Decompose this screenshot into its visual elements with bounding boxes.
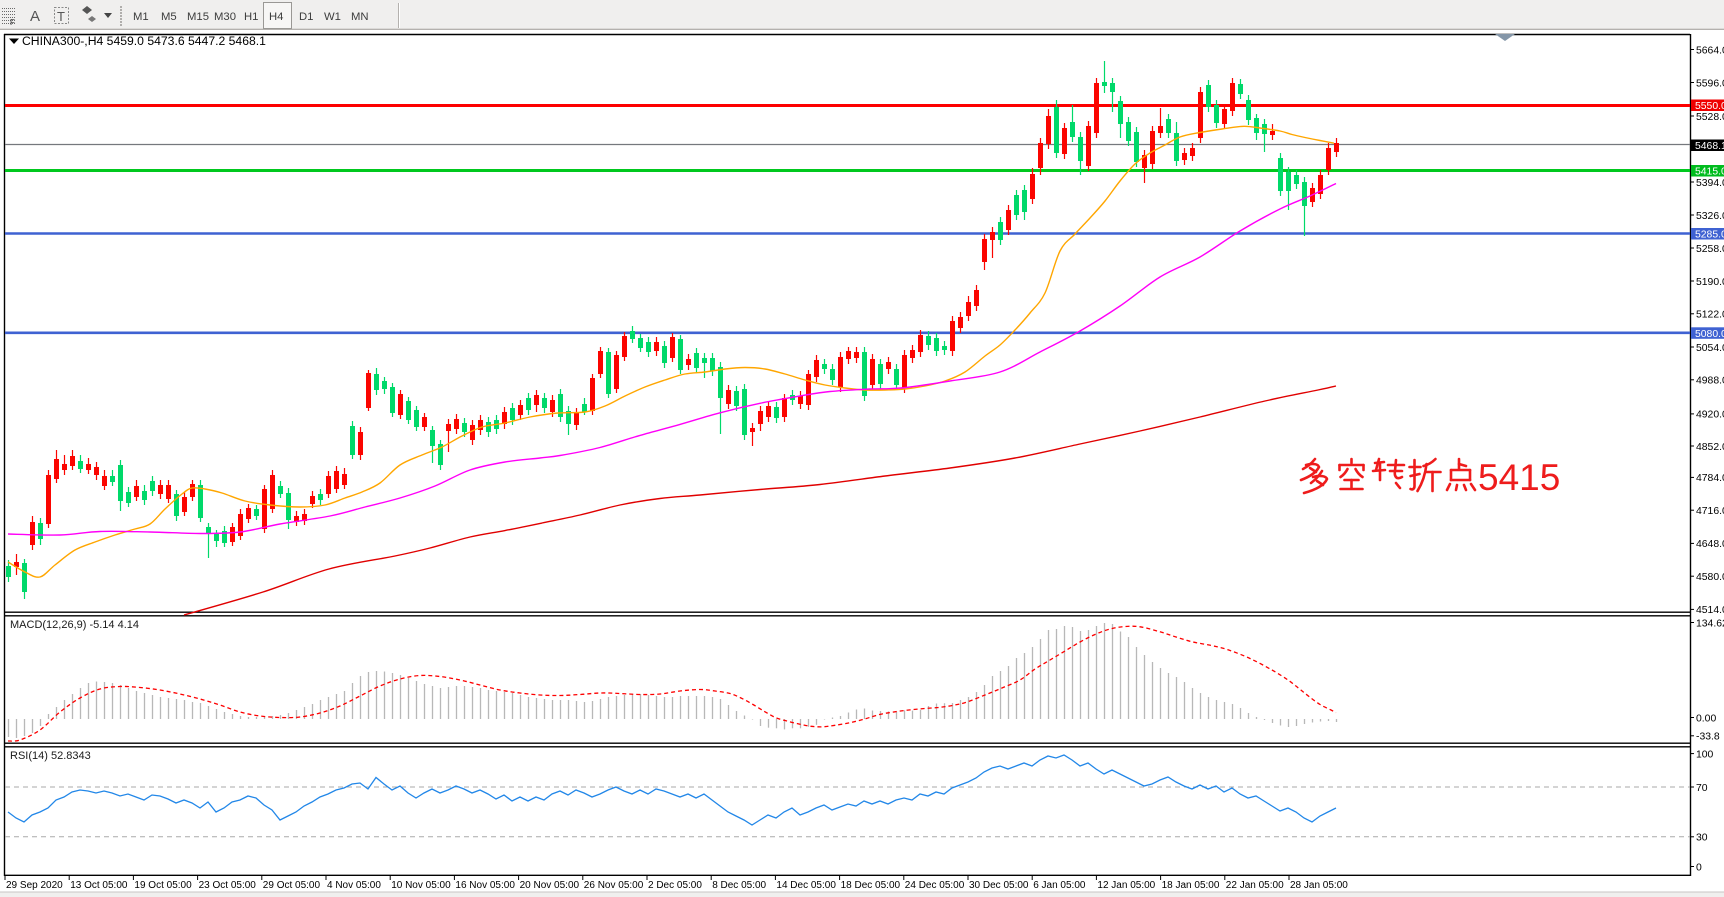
- svg-text:23 Oct 05:00: 23 Oct 05:00: [199, 880, 257, 891]
- svg-text:19 Oct 05:00: 19 Oct 05:00: [134, 880, 192, 891]
- svg-text:0: 0: [1696, 862, 1702, 873]
- svg-text:4852.0: 4852.0: [1696, 442, 1724, 453]
- svg-text:H1: H1: [244, 11, 258, 23]
- svg-text:0.00: 0.00: [1696, 713, 1716, 724]
- svg-text:30: 30: [1696, 833, 1708, 844]
- svg-text:134.62: 134.62: [1696, 618, 1724, 629]
- svg-text:5285.0: 5285.0: [1695, 230, 1724, 241]
- svg-text:5468.1: 5468.1: [1695, 141, 1724, 152]
- svg-text:4 Nov 05:00: 4 Nov 05:00: [327, 880, 381, 891]
- svg-text:4514.0: 4514.0: [1696, 605, 1724, 616]
- svg-text:4784.0: 4784.0: [1696, 473, 1724, 484]
- svg-text:5550.0: 5550.0: [1695, 101, 1724, 112]
- svg-text:18 Jan 05:00: 18 Jan 05:00: [1162, 880, 1220, 891]
- svg-text:30 Dec 05:00: 30 Dec 05:00: [969, 880, 1029, 891]
- svg-text:6 Jan 05:00: 6 Jan 05:00: [1033, 880, 1086, 891]
- svg-text:5122.0: 5122.0: [1696, 310, 1724, 321]
- svg-text:5190.0: 5190.0: [1696, 277, 1724, 288]
- svg-text:28 Jan 05:00: 28 Jan 05:00: [1290, 880, 1348, 891]
- svg-text:5326.0: 5326.0: [1696, 211, 1724, 222]
- svg-text:H4: H4: [269, 11, 283, 23]
- svg-text:A: A: [30, 8, 40, 25]
- svg-text:MACD(12,26,9) -5.14 4.14: MACD(12,26,9) -5.14 4.14: [10, 619, 139, 631]
- svg-text:26 Nov 05:00: 26 Nov 05:00: [584, 880, 644, 891]
- svg-text:M30: M30: [214, 11, 236, 23]
- svg-text:5054.0: 5054.0: [1696, 343, 1724, 354]
- svg-text:100: 100: [1696, 749, 1714, 760]
- svg-text:4988.0: 4988.0: [1696, 376, 1724, 387]
- svg-text:D1: D1: [299, 11, 313, 23]
- svg-text:70: 70: [1696, 783, 1708, 794]
- svg-text:4920.0: 4920.0: [1696, 410, 1724, 421]
- svg-text:5415.0: 5415.0: [1695, 167, 1724, 178]
- svg-text:2 Dec 05:00: 2 Dec 05:00: [648, 880, 702, 891]
- svg-text:4648.0: 4648.0: [1696, 539, 1724, 550]
- svg-text:18 Dec 05:00: 18 Dec 05:00: [841, 880, 901, 891]
- svg-text:5258.0: 5258.0: [1696, 244, 1724, 255]
- svg-text:5394.0: 5394.0: [1696, 178, 1724, 189]
- svg-text:F: F: [10, 18, 15, 27]
- svg-text:T: T: [57, 9, 65, 24]
- svg-text:RSI(14) 52.8343: RSI(14) 52.8343: [10, 750, 91, 762]
- svg-text:5080.0: 5080.0: [1695, 329, 1724, 340]
- svg-text:W1: W1: [324, 11, 341, 23]
- svg-text:29 Sep 2020: 29 Sep 2020: [6, 880, 63, 891]
- svg-text:4716.0: 4716.0: [1696, 506, 1724, 517]
- svg-text:M5: M5: [161, 11, 177, 23]
- svg-text:5528.0: 5528.0: [1696, 112, 1724, 123]
- svg-text:5664.0: 5664.0: [1696, 45, 1724, 56]
- svg-text:CHINA300-,H4 5459.0 5473.6 54: CHINA300-,H4 5459.0 5473.6 5447.2 5468.1: [22, 34, 266, 48]
- svg-text:4580.0: 4580.0: [1696, 572, 1724, 583]
- svg-text:5596.0: 5596.0: [1696, 78, 1724, 89]
- svg-text:16 Nov 05:00: 16 Nov 05:00: [455, 880, 515, 891]
- svg-text:12 Jan 05:00: 12 Jan 05:00: [1097, 880, 1155, 891]
- svg-text:29 Oct 05:00: 29 Oct 05:00: [263, 880, 321, 891]
- svg-text:13 Oct 05:00: 13 Oct 05:00: [70, 880, 128, 891]
- svg-text:20 Nov 05:00: 20 Nov 05:00: [520, 880, 580, 891]
- svg-text:24 Dec 05:00: 24 Dec 05:00: [905, 880, 965, 891]
- svg-text:10 Nov 05:00: 10 Nov 05:00: [391, 880, 451, 891]
- svg-text:14 Dec 05:00: 14 Dec 05:00: [776, 880, 836, 891]
- svg-text:MN: MN: [351, 11, 369, 23]
- svg-text:22 Jan 05:00: 22 Jan 05:00: [1226, 880, 1284, 891]
- svg-text:M1: M1: [133, 11, 149, 23]
- svg-text:5415: 5415: [1478, 457, 1560, 498]
- svg-text:8 Dec 05:00: 8 Dec 05:00: [712, 880, 766, 891]
- svg-text:M15: M15: [187, 11, 209, 23]
- svg-text:-33.8: -33.8: [1696, 732, 1720, 743]
